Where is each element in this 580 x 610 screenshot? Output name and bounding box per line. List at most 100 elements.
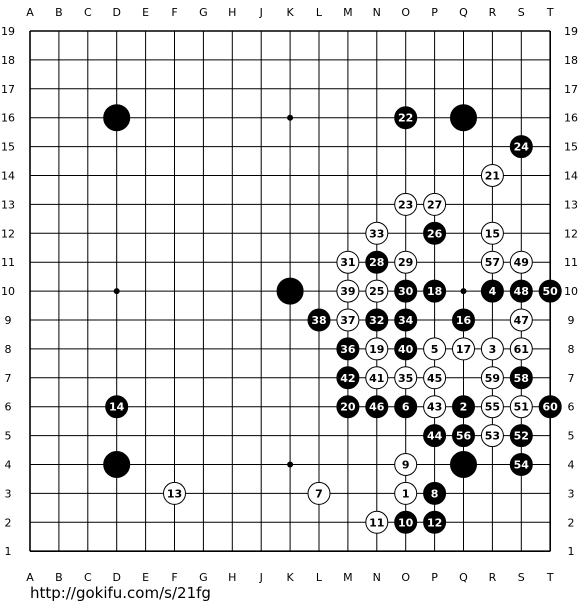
black-stone[interactable]: 24 <box>509 135 533 159</box>
white-stone[interactable]: 23 <box>394 192 418 216</box>
white-stone[interactable]: 7 <box>307 481 331 505</box>
black-stone[interactable]: 8 <box>423 481 447 505</box>
black-stone[interactable]: 40 <box>394 337 418 361</box>
white-stone[interactable]: 27 <box>423 192 447 216</box>
move-number: 59 <box>485 372 500 385</box>
star-point <box>460 288 467 295</box>
black-stone[interactable]: 34 <box>394 308 418 332</box>
stone-disc <box>103 104 131 132</box>
stone-disc <box>394 481 418 505</box>
stone-disc <box>307 308 331 332</box>
black-stone[interactable]: 18 <box>423 279 447 303</box>
black-stone[interactable]: 48 <box>509 279 533 303</box>
black-stone[interactable]: 36 <box>336 337 360 361</box>
row-label-right: 8 <box>568 343 575 356</box>
black-stone[interactable]: 52 <box>509 424 533 448</box>
black-stone[interactable]: 58 <box>509 366 533 390</box>
stone-disc <box>365 250 389 274</box>
white-stone[interactable]: 21 <box>480 164 504 187</box>
black-stone[interactable]: 26 <box>423 221 447 245</box>
black-stone[interactable]: 50 <box>538 279 562 303</box>
move-number: 1 <box>402 487 410 500</box>
white-stone[interactable]: 57 <box>480 250 504 274</box>
white-stone[interactable]: 41 <box>365 366 389 390</box>
white-stone[interactable]: 43 <box>423 395 447 419</box>
white-stone[interactable]: 3 <box>480 337 504 361</box>
white-stone[interactable]: 1 <box>394 481 418 505</box>
white-stone[interactable]: 37 <box>336 308 360 332</box>
white-stone[interactable]: 45 <box>423 366 447 390</box>
move-number: 50 <box>543 285 559 298</box>
black-stone[interactable] <box>450 451 477 478</box>
black-stone[interactable] <box>276 277 304 305</box>
source-url[interactable]: http://gokifu.com/s/21fg <box>30 584 211 602</box>
black-stone[interactable]: 54 <box>509 453 533 476</box>
stone-disc <box>452 395 475 419</box>
white-stone[interactable]: 15 <box>480 221 504 245</box>
white-stone[interactable]: 9 <box>394 453 418 476</box>
column-label-top: Q <box>459 6 468 19</box>
stone-disc <box>365 366 389 390</box>
stone-disc <box>307 481 331 505</box>
white-stone[interactable]: 11 <box>365 510 389 534</box>
stone-disc <box>480 337 504 361</box>
white-stone[interactable]: 19 <box>365 337 389 361</box>
stone-disc <box>480 221 504 245</box>
black-stone[interactable]: 28 <box>365 250 389 274</box>
black-stone[interactable]: 42 <box>336 366 360 390</box>
black-stone[interactable]: 14 <box>105 395 129 419</box>
black-stone[interactable]: 30 <box>394 279 418 303</box>
stone-disc <box>509 424 533 448</box>
black-stone[interactable] <box>450 104 477 132</box>
white-stone[interactable]: 31 <box>336 250 360 274</box>
black-stone[interactable]: 56 <box>452 424 475 448</box>
move-number: 19 <box>369 343 384 356</box>
column-label-bottom: E <box>142 571 149 584</box>
move-number: 10 <box>398 516 414 529</box>
column-label-top: P <box>431 6 438 19</box>
white-stone[interactable]: 33 <box>365 221 389 245</box>
column-label-bottom: G <box>199 571 208 584</box>
white-stone[interactable]: 25 <box>365 279 389 303</box>
star-point <box>287 114 294 121</box>
black-stone[interactable]: 46 <box>365 395 389 419</box>
move-number: 60 <box>543 401 559 414</box>
row-label-left: 17 <box>1 83 15 96</box>
black-stone[interactable] <box>103 451 131 478</box>
row-label-left: 13 <box>1 198 15 211</box>
white-stone[interactable]: 59 <box>480 366 504 390</box>
white-stone[interactable]: 13 <box>163 481 186 505</box>
white-stone[interactable]: 53 <box>480 424 504 448</box>
white-stone[interactable]: 35 <box>394 366 418 390</box>
black-stone[interactable]: 16 <box>452 308 475 332</box>
white-stone[interactable]: 55 <box>480 395 504 419</box>
white-stone[interactable]: 49 <box>509 250 533 274</box>
black-stone[interactable] <box>103 104 131 132</box>
black-stone[interactable]: 20 <box>336 395 360 419</box>
black-stone[interactable]: 10 <box>394 510 418 534</box>
column-label-bottom: N <box>373 571 381 584</box>
stone-disc <box>452 308 475 332</box>
white-stone[interactable]: 29 <box>394 250 418 274</box>
white-stone[interactable]: 51 <box>509 395 533 419</box>
move-number: 42 <box>340 372 355 385</box>
row-label-right: 18 <box>564 54 578 67</box>
black-stone[interactable]: 2 <box>452 395 475 419</box>
white-stone[interactable]: 47 <box>509 308 533 332</box>
stone-disc <box>365 510 389 534</box>
black-stone[interactable]: 12 <box>423 510 447 534</box>
white-stone[interactable]: 17 <box>452 337 475 361</box>
white-stone[interactable]: 39 <box>336 279 360 303</box>
black-stone[interactable]: 32 <box>365 308 389 332</box>
white-stone[interactable]: 61 <box>509 337 533 361</box>
black-stone[interactable]: 6 <box>394 395 418 419</box>
black-stone[interactable]: 38 <box>307 308 331 332</box>
black-stone[interactable]: 44 <box>423 424 447 448</box>
black-stone[interactable]: 4 <box>480 279 504 303</box>
stone-disc <box>336 395 360 419</box>
black-stone[interactable]: 60 <box>538 395 562 419</box>
black-stone[interactable]: 22 <box>394 106 418 130</box>
white-stone[interactable]: 5 <box>423 337 447 361</box>
